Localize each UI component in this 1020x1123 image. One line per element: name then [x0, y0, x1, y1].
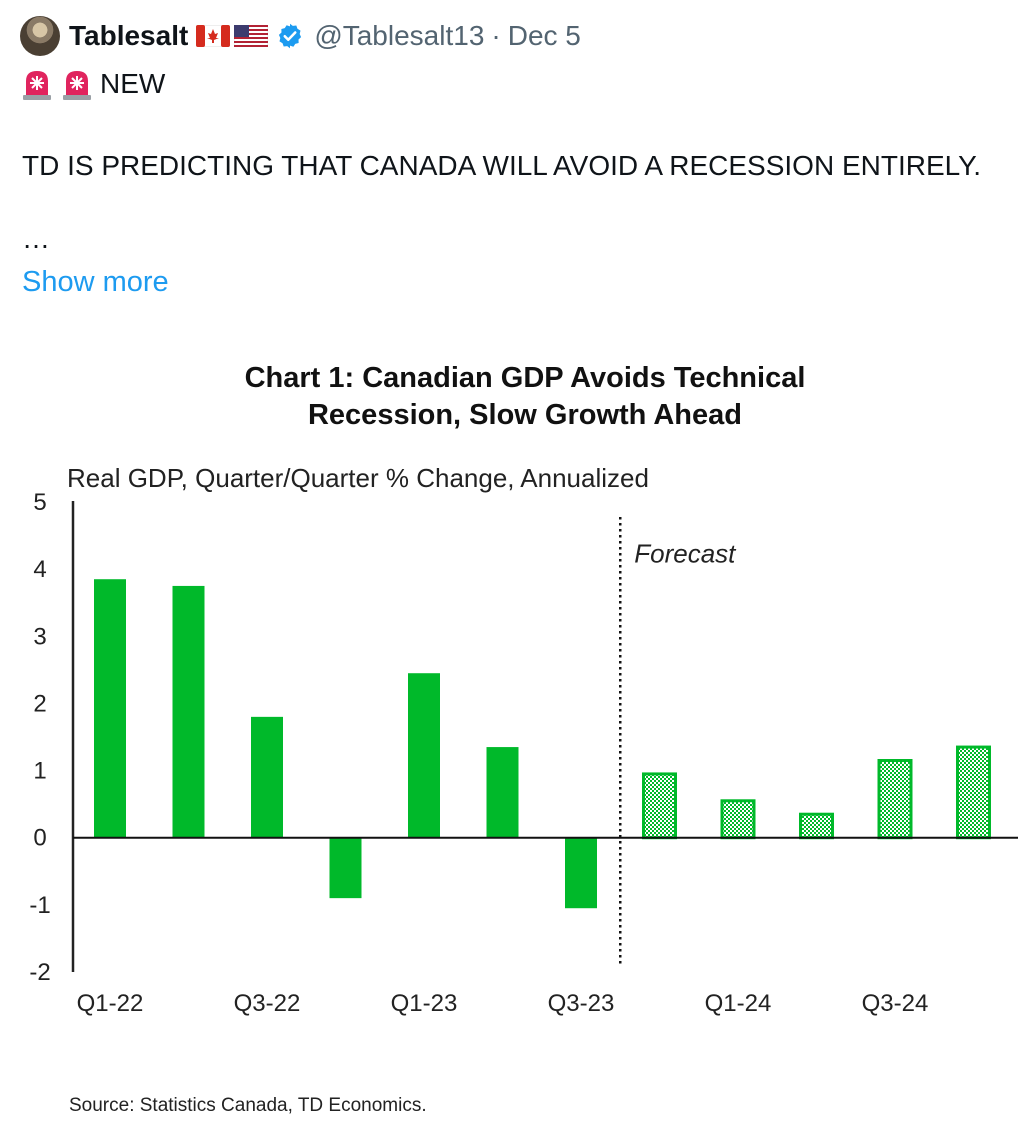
author-name[interactable]: Tablesalt [69, 20, 189, 51]
chart-title-line2: Recession, Slow Growth Ahead [308, 399, 742, 431]
avatar[interactable] [20, 16, 60, 56]
bar-Q1-23 [408, 673, 440, 838]
chart-source: Source: Statistics Canada, TD Economics. [69, 1095, 427, 1116]
verified-badge-icon[interactable] [276, 22, 304, 50]
x-tick-label: Q3-22 [234, 990, 301, 1017]
canada-flag-icon [196, 25, 231, 47]
x-tick-label: Q1-22 [77, 990, 144, 1017]
y-tick-label: 3 [33, 623, 46, 650]
bars [94, 579, 991, 909]
tweet-date[interactable]: Dec 5 [507, 20, 581, 51]
x-tick-label: Q3-23 [548, 990, 615, 1017]
x-tick-label: Q1-24 [705, 990, 772, 1017]
bar-Q2-22 [172, 585, 205, 838]
y-tick-label: 0 [33, 825, 46, 852]
y-axis-label: Real GDP, Quarter/Quarter % Change, Annu… [67, 463, 649, 493]
x-tick-labels: Q1-22 Q3-22 Q1-23 Q3-23 Q1-24 Q3-24 [77, 990, 929, 1017]
us-flag-icon [234, 25, 269, 47]
show-more-link[interactable]: Show more [22, 266, 169, 298]
y-tick-label: 2 [33, 690, 46, 717]
y-tick-label: 1 [33, 758, 46, 785]
bar-Q2-23 [486, 747, 519, 838]
chart-title-line1: Chart 1: Canadian GDP Avoids Technical [245, 362, 806, 394]
y-tick-label: -1 [29, 892, 50, 919]
bar-Q1-22 [94, 579, 126, 838]
y-tick-labels: 5 4 3 2 1 0 -1 -2 [29, 489, 50, 986]
tweet-text: TD IS PREDICTING THAT CANADA WILL AVOID … [22, 150, 981, 181]
x-tick-label: Q1-23 [391, 990, 458, 1017]
y-tick-label: 5 [33, 489, 46, 516]
truncation-ellipsis: … [22, 223, 50, 254]
author-handle[interactable]: @Tablesalt13 [314, 20, 485, 51]
y-tick-label: 4 [33, 556, 46, 583]
forecast-bar-Q4-24 [956, 745, 991, 840]
forecast-bar-Q3-24 [877, 759, 913, 840]
forecast-bar-Q2-24 [799, 812, 834, 840]
bar-Q3-23 [565, 837, 597, 909]
headline-line: NEW [20, 66, 165, 102]
y-tick-label: -2 [29, 959, 50, 986]
bar-Q3-22 [251, 716, 283, 838]
forecast-label: Forecast [634, 538, 737, 568]
forecast-bar-Q1-24 [720, 799, 756, 840]
gdp-bar-chart: Chart 1: Canadian GDP Avoids Technical R… [29, 362, 1018, 1116]
separator-dot: · [491, 20, 501, 51]
bar-Q4-22 [329, 837, 362, 899]
x-tick-label: Q3-24 [862, 990, 929, 1017]
tweet-header: Tablesalt @Tablesalt13 · Dec 5 [20, 14, 581, 58]
tweet-media-chart[interactable]: Chart 1: Canadian GDP Avoids Technical R… [0, 338, 1020, 1118]
headline-text: NEW [100, 68, 166, 99]
siren-icon [63, 71, 91, 100]
forecast-bar-Q4-23 [642, 772, 677, 840]
siren-icon [23, 71, 51, 100]
